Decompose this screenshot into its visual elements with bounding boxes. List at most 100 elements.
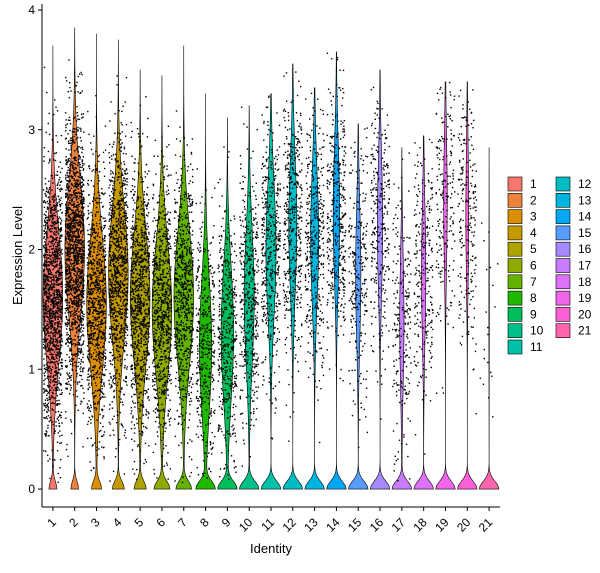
data-point — [100, 359, 103, 361]
data-point — [104, 243, 106, 246]
data-point — [46, 338, 49, 340]
data-point — [87, 179, 89, 182]
data-point — [54, 327, 56, 329]
data-point — [58, 188, 61, 191]
data-point — [67, 270, 69, 272]
data-point — [74, 224, 77, 226]
data-point — [112, 236, 115, 238]
data-point — [53, 199, 56, 201]
data-point — [126, 354, 128, 356]
data-point — [123, 163, 126, 165]
data-point — [101, 300, 103, 302]
data-point — [65, 382, 67, 385]
data-point — [139, 368, 142, 370]
data-point — [78, 348, 81, 350]
data-point — [60, 333, 62, 335]
data-point — [55, 378, 57, 380]
data-point — [117, 344, 119, 347]
data-point — [82, 387, 84, 390]
data-point — [50, 254, 53, 257]
data-point — [88, 321, 90, 323]
data-point — [77, 256, 80, 259]
data-point — [55, 381, 57, 383]
data-point — [98, 358, 100, 360]
data-point — [69, 260, 71, 262]
data-point — [82, 281, 84, 283]
data-point — [117, 290, 119, 293]
data-point — [55, 198, 58, 200]
data-point — [99, 307, 102, 309]
data-point — [116, 304, 119, 307]
data-point — [82, 200, 85, 203]
data-point — [110, 180, 112, 183]
data-point — [89, 410, 91, 413]
data-point — [61, 365, 63, 368]
data-point — [47, 408, 49, 410]
data-point — [48, 435, 50, 437]
data-point — [100, 216, 103, 218]
data-point — [137, 445, 139, 448]
data-point — [115, 238, 118, 240]
data-point — [143, 193, 145, 196]
data-point — [68, 224, 71, 226]
data-point — [53, 230, 56, 233]
data-point — [54, 209, 56, 212]
data-point — [118, 243, 120, 246]
data-point — [97, 264, 99, 266]
data-point — [87, 322, 90, 325]
data-point — [112, 209, 114, 211]
data-point — [67, 380, 70, 383]
data-point — [98, 253, 100, 255]
data-point — [75, 262, 77, 264]
data-point — [124, 293, 126, 296]
data-point — [97, 300, 100, 303]
data-point — [75, 332, 78, 334]
data-point — [95, 231, 97, 234]
data-point — [45, 214, 47, 217]
data-point — [75, 274, 77, 277]
data-point — [81, 311, 83, 313]
data-point — [78, 306, 80, 308]
data-point — [94, 236, 97, 238]
data-point — [71, 301, 73, 303]
data-point — [118, 283, 120, 286]
data-point — [56, 400, 58, 402]
data-point — [112, 375, 115, 378]
data-point — [47, 399, 49, 401]
data-point — [60, 275, 62, 277]
data-point — [142, 181, 144, 183]
data-point — [76, 257, 79, 260]
data-point — [96, 328, 99, 330]
data-point — [93, 403, 95, 406]
data-point — [58, 247, 60, 250]
data-point — [112, 314, 114, 316]
data-point — [70, 277, 72, 280]
data-point — [125, 123, 128, 126]
data-point — [45, 287, 47, 289]
data-point — [77, 239, 79, 242]
data-point — [66, 318, 68, 320]
data-point — [49, 385, 51, 387]
data-point — [83, 261, 85, 264]
data-point — [123, 184, 125, 186]
data-point — [79, 196, 82, 198]
data-point — [86, 403, 89, 405]
data-point — [52, 329, 55, 331]
data-point — [43, 450, 45, 452]
data-point — [123, 289, 125, 291]
data-point — [67, 311, 69, 314]
data-point — [80, 400, 82, 402]
data-point — [80, 326, 83, 329]
data-point — [111, 286, 113, 288]
data-point — [46, 256, 48, 259]
data-point — [46, 311, 49, 313]
data-point — [49, 381, 51, 383]
data-point — [95, 284, 97, 287]
data-point — [43, 328, 45, 330]
data-point — [43, 388, 45, 390]
data-point — [82, 412, 84, 415]
data-point — [97, 235, 99, 237]
data-point — [91, 342, 93, 344]
data-point — [69, 348, 72, 350]
data-point — [70, 238, 72, 241]
